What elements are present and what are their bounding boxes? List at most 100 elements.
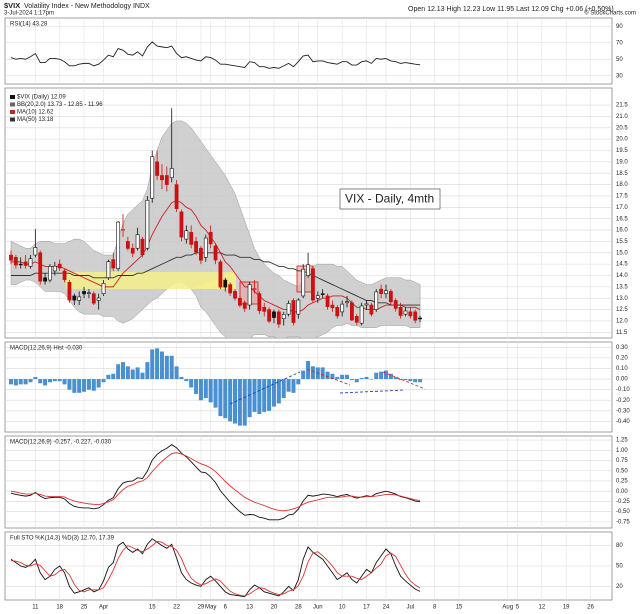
legend-swatch xyxy=(10,95,15,99)
candle-body xyxy=(257,293,262,312)
candle-body xyxy=(408,311,413,317)
legend-swatch xyxy=(10,110,15,114)
candle-body xyxy=(335,307,340,317)
histogram-bar xyxy=(125,366,130,380)
annotation-box xyxy=(339,188,441,210)
y-tick-label: 0.10 xyxy=(616,366,628,372)
series-line xyxy=(10,41,421,69)
candle-body xyxy=(48,266,52,281)
candle-body xyxy=(125,241,130,249)
y-tick-label: 30 xyxy=(616,73,623,79)
histogram-bar xyxy=(413,379,418,383)
candle-body xyxy=(379,288,384,294)
date: 3-Jul-2024 1:17pm xyxy=(4,11,54,17)
y-tick-label: -0.10 xyxy=(616,387,630,393)
x-tick-label: 25 xyxy=(81,605,88,611)
histogram-bar xyxy=(354,379,359,383)
legend-entry: $VIX (Daily) 12.09 xyxy=(17,95,66,101)
y-tick-label: 15.0 xyxy=(616,250,628,256)
histogram-bar xyxy=(28,379,33,383)
histogram-bar xyxy=(111,373,116,380)
candle-body xyxy=(267,309,272,322)
candle-body xyxy=(52,265,57,272)
symbol: $VIX xyxy=(4,1,20,10)
series-line xyxy=(10,538,421,598)
histogram-bar xyxy=(257,379,262,414)
histogram-bar xyxy=(345,374,350,380)
y-tick-label: 1.00 xyxy=(616,448,628,454)
candle-body xyxy=(96,297,101,301)
candle-body xyxy=(276,311,281,325)
histogram-bar xyxy=(340,374,345,380)
y-tick-label: 0.20 xyxy=(616,355,628,361)
histogram-bar xyxy=(140,372,145,380)
legend-entry: MA(50) 13.18 xyxy=(17,117,54,123)
candle-body xyxy=(213,245,218,261)
candle-body xyxy=(252,288,257,290)
x-tick-label: 8 xyxy=(433,605,437,611)
candle-body xyxy=(111,259,116,269)
histogram-bar xyxy=(179,376,184,380)
candle-body xyxy=(403,310,408,315)
histogram-bar xyxy=(369,379,374,380)
histogram-bar xyxy=(101,379,106,383)
x-tick-label: 10 xyxy=(339,605,346,611)
y-tick-label: 0.00 xyxy=(616,377,628,383)
y-tick-label: 16.5 xyxy=(616,216,628,222)
candle-body xyxy=(194,241,198,253)
y-tick-label: 80 xyxy=(616,543,623,549)
histogram-bar xyxy=(86,379,91,390)
y-tick-label: 1.25 xyxy=(616,438,628,444)
x-tick-label: 13 xyxy=(246,605,253,611)
histogram-bar xyxy=(403,379,408,381)
histogram-bar xyxy=(150,349,155,380)
histogram-bar xyxy=(189,379,194,388)
candle-body xyxy=(57,263,62,269)
histogram-bar xyxy=(47,379,52,383)
histogram-bar xyxy=(310,366,315,380)
histogram-bar xyxy=(121,362,126,380)
histogram-bar xyxy=(77,379,82,393)
candle-body xyxy=(160,175,164,181)
histogram-bar xyxy=(228,379,233,422)
series-line xyxy=(10,452,421,512)
candle-body xyxy=(28,258,33,267)
candle-body xyxy=(340,303,345,313)
candle-body xyxy=(130,247,135,254)
candle-body xyxy=(18,263,23,266)
candle-body xyxy=(106,261,111,279)
panel-frame xyxy=(4,17,613,85)
candle-body xyxy=(121,229,125,231)
y-tick-label: 0.25 xyxy=(616,479,628,485)
histogram-bar xyxy=(320,367,325,380)
x-tick-label: 29 xyxy=(198,605,205,611)
candle-body xyxy=(174,184,179,209)
candle-body xyxy=(345,301,349,304)
histogram-bar xyxy=(223,379,228,419)
histogram-bar xyxy=(325,371,330,380)
candle-body xyxy=(189,232,194,245)
y-tick-label: 20.0 xyxy=(616,137,628,143)
candle-body xyxy=(150,156,155,199)
histogram-bar xyxy=(38,379,43,384)
histogram-bar xyxy=(408,379,413,382)
y-tick-label: 15.5 xyxy=(616,239,628,245)
panel xyxy=(5,532,612,600)
candle-body xyxy=(393,300,398,309)
histogram-bar xyxy=(62,379,67,385)
candle-body xyxy=(199,247,203,261)
x-tick-label: 20 xyxy=(271,605,278,611)
histogram-bar xyxy=(67,379,72,390)
histogram-bar xyxy=(398,379,403,381)
credit: © StockCharts.com xyxy=(584,10,636,17)
y-tick-label: 12.0 xyxy=(616,319,628,325)
candle-body xyxy=(67,282,72,301)
histogram-bar xyxy=(335,376,340,380)
histogram-bar xyxy=(359,378,364,380)
y-tick-label: 13.5 xyxy=(616,284,628,290)
x-tick-label: 22 xyxy=(173,605,180,611)
histogram-bar xyxy=(330,373,335,380)
candle-body xyxy=(62,270,67,280)
legend-swatch xyxy=(10,102,15,107)
y-tick-label: -0.20 xyxy=(616,398,630,404)
